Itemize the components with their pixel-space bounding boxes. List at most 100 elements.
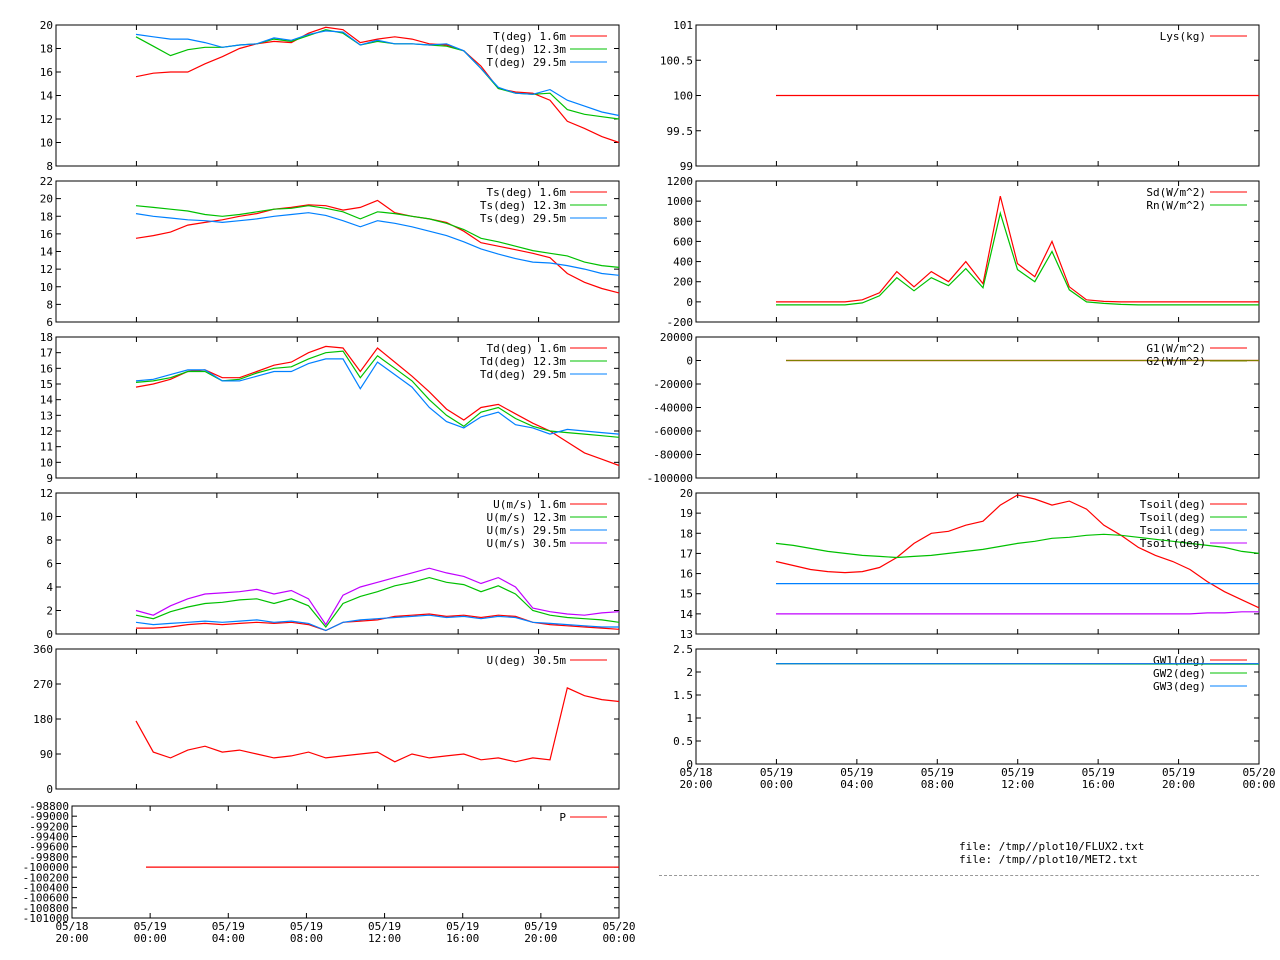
legend-label: Ts(deg) 12.3m [480, 199, 566, 212]
chart-lys: 99 99.5 100 100.5 101 Lys(kg) [660, 19, 1260, 173]
y-tick-label: -100600 [23, 892, 69, 905]
y-tick-label: -99600 [29, 841, 69, 854]
y-tick-label: 0 [46, 628, 53, 641]
y-tick-label: 6 [46, 316, 53, 329]
chart-g: -100000 -80000 -60000 -40000 -20000 0 20000 G1(… [647, 331, 1260, 485]
y-tick-label: -20000 [653, 378, 693, 391]
legend-label: Rn(W/m^2) [1146, 199, 1206, 212]
y-tick-label: 19 [680, 507, 693, 520]
y-tick-label: 1200 [667, 175, 694, 188]
y-tick-label: 18 [680, 527, 693, 540]
series-line-t-2 [135, 30, 620, 117]
legend-label: U(m/s) 12.3m [487, 511, 567, 524]
y-tick-label: -100000 [23, 861, 69, 874]
y-tick-label: 1000 [667, 195, 694, 208]
y-tick-label: 18 [40, 210, 53, 223]
y-tick-label: -100400 [23, 881, 69, 894]
y-tick-label: 360 [33, 643, 53, 656]
series-line-u-2 [135, 614, 619, 632]
y-tick-label: 2.5 [673, 643, 693, 656]
y-tick-label: 101 [673, 19, 693, 32]
chart-tsoil: 1314151617181920Tsoil(deg)Tsoil(deg)Tsoi… [680, 487, 1260, 641]
legend-label: Lys(kg) [1160, 30, 1206, 43]
chart-rad: -200 0 200 400 600 800 1000 1200 Sd(W/m^2)Rn(W/m… [667, 175, 1260, 329]
series-line-td-2 [135, 358, 620, 435]
y-tick-label: 16 [40, 66, 53, 79]
x-tick-label: 05/19 [368, 920, 401, 933]
x-tick-label: 12:00 [368, 932, 401, 945]
legend-label: U(deg) 30.5m [487, 654, 567, 667]
x-tick-label: 20:00 [679, 778, 712, 791]
legend-label: T(deg) 12.3m [487, 43, 567, 56]
separator-line [659, 875, 1259, 876]
y-tick-label: 14 [40, 246, 54, 259]
legend-label: G2(W/m^2) [1146, 355, 1206, 368]
x-tick-label: 05/20 [1242, 766, 1275, 779]
x-tick-label: 04:00 [212, 932, 245, 945]
y-tick-label: 180 [33, 713, 53, 726]
y-tick-label: -99800 [29, 851, 69, 864]
y-tick-label: 90 [40, 748, 53, 761]
x-tick-label: 05/19 [1162, 766, 1195, 779]
legend-label: P [559, 811, 566, 824]
x-tick-label: 05/19 [134, 920, 167, 933]
y-tick-label: 22 [40, 175, 53, 188]
y-tick-label: -100800 [23, 902, 69, 915]
y-tick-label: 12 [40, 425, 53, 438]
series-line-tsoil-3 [776, 611, 1259, 615]
series-line-ts-0 [135, 199, 620, 294]
y-tick-label: 400 [673, 256, 693, 269]
x-tick-label: 05/19 [1082, 766, 1115, 779]
y-tick-label: 16 [40, 362, 53, 375]
y-tick-label: -60000 [653, 425, 693, 438]
x-tick-label: 16:00 [1082, 778, 1115, 791]
series-line-ts-2 [135, 212, 620, 276]
y-tick-label: 270 [33, 678, 53, 691]
y-tick-label: 12 [40, 263, 53, 276]
chart-dir: 0 90 180 270 360 U(deg) 30.5m [33, 643, 620, 796]
legend-label: Td(deg) 29.5m [480, 368, 566, 381]
legend-label: G1(W/m^2) [1146, 342, 1206, 355]
legend-label: GW1(deg) [1153, 654, 1206, 667]
series-line-rad-1 [776, 210, 1259, 306]
plot-frame [695, 492, 1260, 635]
legend-label: Td(deg) 1.6m [487, 342, 567, 355]
y-tick-label: 0.5 [673, 735, 693, 748]
series-line-tsoil-0 [775, 494, 1260, 609]
x-tick-label: 05/20 [602, 920, 635, 933]
y-tick-label: 800 [673, 215, 693, 228]
series-line-t-1 [135, 29, 620, 120]
y-tick-label: 0 [46, 783, 53, 796]
y-tick-label: -98800 [29, 800, 69, 813]
y-tick-label: 10 [40, 456, 53, 469]
y-tick-label: 14 [40, 394, 54, 407]
legend-label: Ts(deg) 29.5m [480, 212, 566, 225]
y-tick-label: 14 [680, 608, 694, 621]
y-tick-label: 13 [680, 628, 693, 641]
y-tick-label: -80000 [653, 449, 693, 462]
y-tick-label: 18 [40, 331, 53, 344]
x-tick-label: 05/19 [840, 766, 873, 779]
y-tick-label: -99200 [29, 820, 69, 833]
y-tick-label: 0 [686, 296, 693, 309]
legend-label: U(m/s) 30.5m [487, 537, 567, 550]
y-tick-label: 2 [46, 605, 53, 618]
y-tick-label: -40000 [653, 402, 693, 415]
plot-frame [71, 805, 620, 919]
y-tick-label: 2 [686, 666, 693, 679]
y-tick-label: 10 [40, 137, 53, 150]
y-tick-label: 100 [673, 90, 693, 103]
series-line-u-3 [135, 567, 620, 626]
series-line-td-0 [135, 345, 620, 467]
chart-p: -101000-100800-100600-100400-100200-1000… [23, 800, 636, 945]
y-tick-label: 20 [40, 193, 53, 206]
y-tick-label: 16 [680, 568, 693, 581]
series-line-t-0 [135, 26, 620, 144]
y-tick-label: 10 [40, 281, 53, 294]
plot-frame [695, 180, 1260, 323]
y-tick-label: 4 [46, 581, 53, 594]
y-tick-label: 8 [46, 534, 53, 547]
file-line-flux: file: /tmp//plot10/FLUX2.txt [959, 840, 1145, 853]
file-line-met: file: /tmp//plot10/MET2.txt [959, 853, 1138, 866]
